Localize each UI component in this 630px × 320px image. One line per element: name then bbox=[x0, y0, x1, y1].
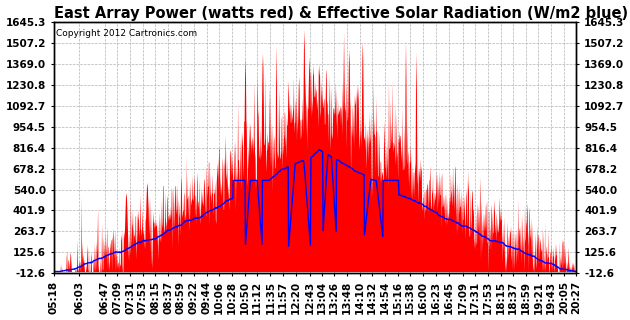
Text: Copyright 2012 Cartronics.com: Copyright 2012 Cartronics.com bbox=[56, 29, 197, 38]
Text: East Array Power (watts red) & Effective Solar Radiation (W/m2 blue)  Sun Jun 24: East Array Power (watts red) & Effective… bbox=[54, 5, 630, 20]
